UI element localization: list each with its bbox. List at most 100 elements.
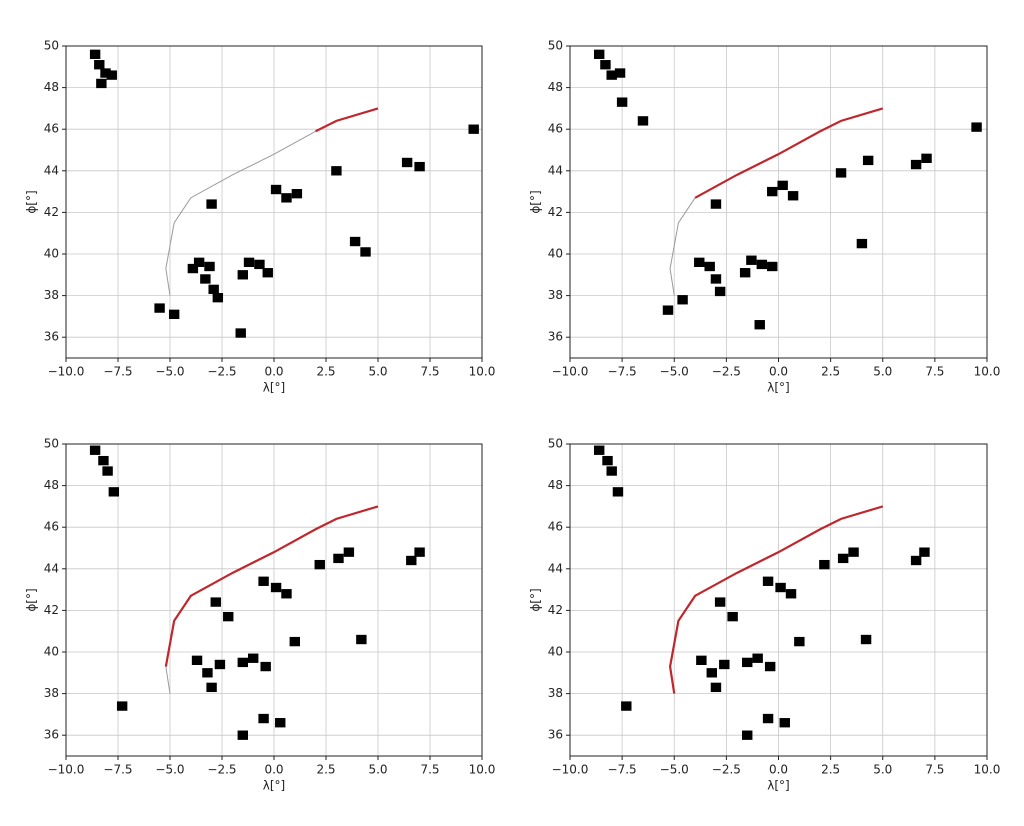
obstacle-cell [614, 68, 626, 78]
x-tick-label: 7.5 [925, 365, 944, 379]
x-tick-label: 7.5 [420, 763, 439, 777]
y-tick-label: 46 [548, 520, 563, 534]
obstacle-cell [202, 668, 213, 678]
obstacle-cell [600, 60, 611, 70]
obstacle-cell [677, 295, 688, 305]
y-tick-label: 50 [548, 437, 563, 451]
obstacle-cell [606, 70, 617, 80]
x-tick-label: 2.5 [821, 365, 840, 379]
obstacle-cell [794, 636, 805, 647]
obstacle-cell [762, 713, 774, 724]
obstacle-cell [260, 661, 271, 672]
y-axis-label: ϕ[°] [25, 190, 39, 213]
obstacle-cell [593, 49, 605, 59]
y-tick-label: 44 [548, 163, 563, 177]
trajectory [165, 666, 171, 694]
obstacle-cell [349, 236, 361, 247]
x-axis-label: λ[°] [767, 779, 789, 793]
obstacle-cell [237, 657, 248, 668]
obstacle-cell [106, 70, 117, 80]
obstacle-cell [612, 487, 624, 497]
y-tick-label: 40 [44, 645, 59, 659]
x-tick-label: 7.5 [925, 763, 944, 777]
obstacle-cell [331, 166, 342, 176]
x-tick-label: 5.0 [368, 763, 387, 777]
obstacle-cell [837, 553, 849, 564]
x-tick-label: −7.5 [608, 365, 637, 379]
x-tick-label: −5.0 [155, 763, 184, 777]
obstacle-cell [696, 655, 707, 665]
obstacle-cell [281, 589, 292, 599]
x-tick-label: 5.0 [873, 365, 892, 379]
plot-frame [65, 45, 483, 359]
y-tick-label: 36 [548, 330, 563, 344]
y-tick-label: 50 [44, 437, 59, 451]
x-tick-label: 2.5 [316, 763, 335, 777]
obstacle-cell [714, 286, 726, 297]
x-tick-label: 5.0 [368, 365, 387, 379]
obstacle-cell [200, 274, 211, 284]
obstacle-cell [401, 157, 413, 168]
y-tick-label: 36 [548, 728, 563, 742]
obstacle-cell [637, 116, 649, 126]
obstacle-cell [343, 547, 355, 557]
obstacle-cell [767, 261, 778, 272]
obstacle-cell [706, 668, 717, 678]
obstacle-cell [616, 97, 628, 107]
x-tick-label: 10.0 [974, 763, 1001, 777]
obstacle-cell [206, 199, 217, 209]
obstacle-cell [756, 259, 768, 270]
obstacle-cell [719, 659, 730, 670]
y-axis-label: ϕ[°] [529, 190, 543, 213]
obstacle-cell [206, 682, 217, 693]
y-tick-label: 40 [548, 247, 563, 261]
obstacle-cell [208, 284, 219, 295]
obstacle-cell [237, 270, 248, 280]
x-tick-label: 0.0 [769, 365, 788, 379]
obstacle-cell [602, 455, 613, 466]
obstacle-cell [254, 259, 265, 270]
y-tick-label: 42 [44, 205, 59, 219]
obstacle-cell [777, 180, 788, 191]
obstacle-cell [767, 186, 778, 197]
obstacle-cell [356, 634, 367, 645]
obstacle-cell [742, 730, 753, 740]
obstacle-cell [739, 268, 751, 278]
obstacle-cell [223, 611, 234, 622]
obstacle-cell [742, 657, 753, 668]
y-tick-label: 38 [44, 686, 59, 700]
x-tick-label: −5.0 [660, 763, 689, 777]
obstacle-cell [710, 199, 722, 209]
obstacle-cell [100, 68, 111, 78]
obstacle-cell [860, 634, 872, 645]
obstacle-cell [862, 155, 874, 166]
y-tick-label: 38 [44, 288, 59, 302]
x-tick-label: 2.5 [316, 365, 335, 379]
x-axis-label: λ[°] [767, 381, 789, 395]
plot-frame [569, 45, 988, 359]
obstacle-cell [89, 445, 101, 455]
obstacle-cell [414, 547, 425, 557]
x-tick-label: 0.0 [264, 763, 283, 777]
obstacle-cell [98, 455, 109, 466]
obstacle-cell [714, 597, 726, 607]
obstacle-cell [819, 559, 830, 570]
y-tick-label: 48 [548, 478, 563, 492]
y-tick-label: 38 [548, 288, 563, 302]
y-tick-label: 36 [44, 728, 59, 742]
obstacle-cell [235, 328, 246, 338]
x-tick-label: −10.0 [552, 763, 589, 777]
obstacle-cell [94, 60, 105, 70]
x-tick-label: 10.0 [974, 365, 1001, 379]
obstacle-cell [204, 261, 215, 272]
obstacle-cell [193, 257, 205, 267]
y-axis-label: ϕ[°] [25, 588, 39, 611]
obstacle-cell [281, 193, 292, 203]
plot-frame [569, 443, 988, 757]
obstacle-cell [727, 611, 738, 622]
y-tick-label: 44 [44, 163, 59, 177]
x-tick-label: −2.5 [207, 365, 236, 379]
y-tick-label: 36 [44, 330, 59, 344]
x-tick-label: −5.0 [155, 365, 184, 379]
y-tick-label: 48 [44, 478, 59, 492]
